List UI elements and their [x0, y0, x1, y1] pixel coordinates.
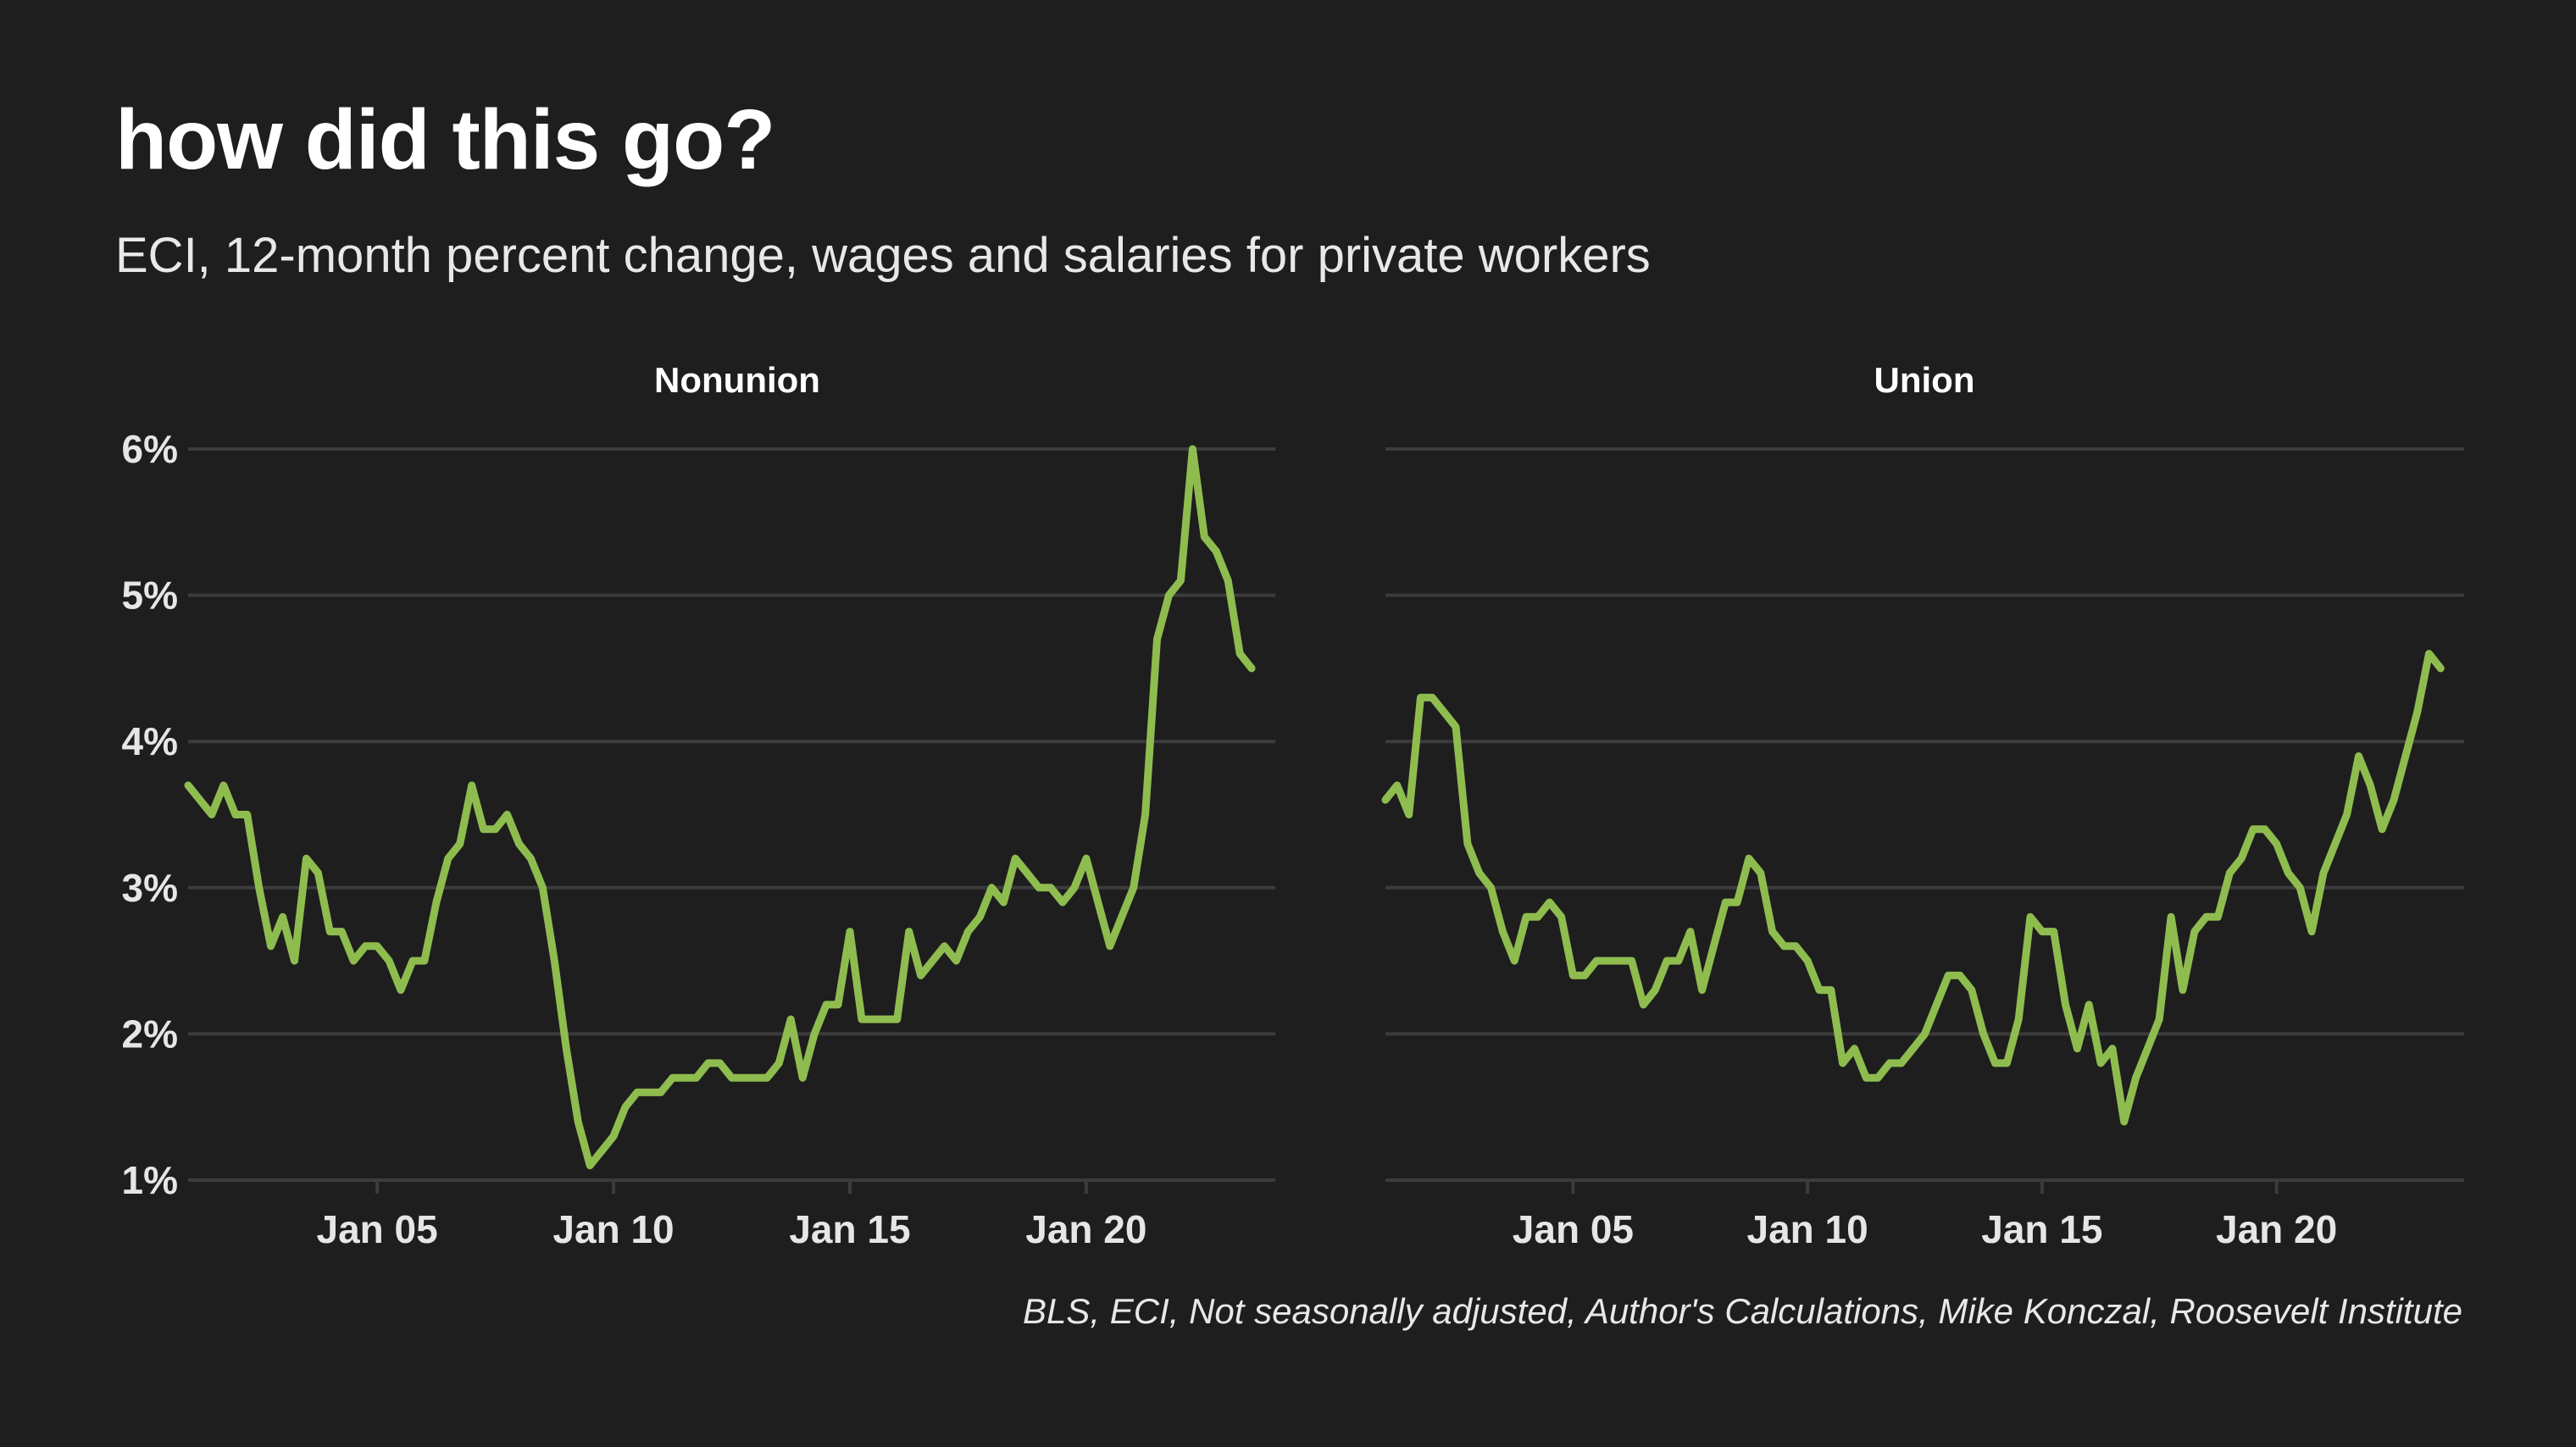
y-tick-label: 2% [122, 1012, 178, 1056]
y-tick-label: 5% [122, 574, 178, 618]
panel-union: Union Jan 05 Jan 10 Jan 15 Jan 20 [1381, 360, 2464, 1251]
source-caption: BLS, ECI, Not seasonally adjusted, Autho… [1023, 1291, 2462, 1331]
y-tick-label: 4% [122, 719, 178, 763]
x-tick-label: Jan 15 [1981, 1207, 2102, 1251]
x-tick-label: Jan 20 [1025, 1207, 1146, 1251]
panel-title: Union [1874, 360, 1975, 400]
series-line [184, 445, 1256, 1170]
x-tick-label: Jan 10 [552, 1207, 674, 1251]
chart-title: how did this go? [115, 92, 775, 187]
series-line [1381, 650, 2445, 1126]
x-tick-label: Jan 05 [1513, 1207, 1634, 1251]
y-tick-label: 3% [122, 866, 178, 910]
x-tick-label: Jan 05 [317, 1207, 438, 1251]
y-tick-label: 1% [122, 1158, 178, 1202]
x-tick-label: Jan 15 [789, 1207, 910, 1251]
chart-subtitle: ECI, 12-month percent change, wages and … [115, 228, 1651, 283]
x-tick-label: Jan 20 [2216, 1207, 2337, 1251]
panel-nonunion: Nonunion 1% 2% 3% 4% 5% 6% Jan 05 Jan 10 Jan 15 Ja… [122, 360, 1275, 1251]
y-tick-label: 6% [122, 427, 178, 471]
x-tick-label: Jan 10 [1747, 1207, 1868, 1251]
panel-title: Nonunion [654, 360, 820, 400]
